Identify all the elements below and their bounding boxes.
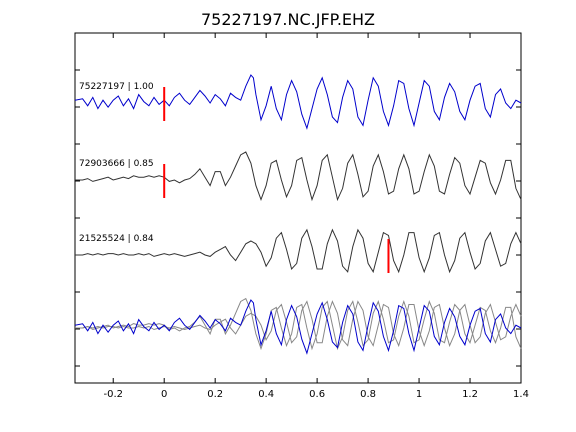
trace-labels: 75227197 | 1.00 72903666 | 0.85 21525524 |… [79, 82, 154, 244]
x-tick-label: -0.2 [103, 389, 123, 400]
trace-line [75, 228, 522, 274]
overlay-group [74, 297, 522, 355]
pick-markers [163, 87, 390, 273]
overlay-trace [75, 297, 522, 351]
x-tick-label: 0.4 [258, 389, 274, 400]
plot-frame [74, 32, 522, 384]
trace-line [75, 151, 522, 202]
x-tick-label: 1.4 [513, 389, 529, 400]
overlay-trace [75, 300, 522, 348]
overlay-primary-trace [74, 299, 522, 355]
x-tick-label: 1.2 [462, 389, 478, 400]
x-tick-label: 1 [416, 389, 422, 400]
trace-label: 21525524 | 0.84 [79, 234, 154, 244]
trace-label: 75227197 | 1.00 [79, 82, 154, 92]
trace-group [74, 74, 522, 274]
x-tick-label: 0.6 [309, 389, 325, 400]
x-tick-label: 0.2 [207, 389, 223, 400]
chart-title: 75227197.NC.JFP.EHZ [201, 10, 375, 29]
trace-line [74, 74, 522, 130]
trace-label: 72903666 | 0.85 [79, 159, 154, 169]
axis-ticks: -0.2 0 0.2 0.4 0.6 0.8 1 1.2 1.4 [75, 32, 529, 400]
x-tick-label: 0 [161, 389, 167, 400]
x-tick-label: 0.8 [360, 389, 376, 400]
